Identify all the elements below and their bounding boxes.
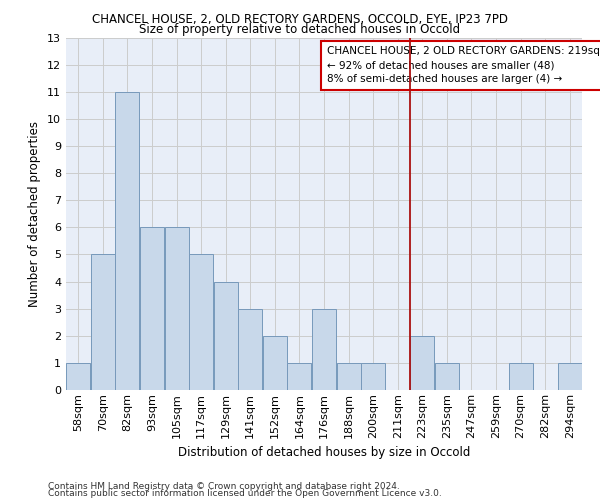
X-axis label: Distribution of detached houses by size in Occold: Distribution of detached houses by size … <box>178 446 470 459</box>
Bar <box>361 363 385 390</box>
Bar <box>189 254 213 390</box>
Bar <box>140 228 164 390</box>
Bar <box>66 363 91 390</box>
Text: Size of property relative to detached houses in Occold: Size of property relative to detached ho… <box>139 22 461 36</box>
Text: Contains HM Land Registry data © Crown copyright and database right 2024.: Contains HM Land Registry data © Crown c… <box>48 482 400 491</box>
Bar <box>91 254 115 390</box>
Bar <box>435 363 459 390</box>
Bar <box>337 363 361 390</box>
Bar <box>287 363 311 390</box>
Text: CHANCEL HOUSE, 2, OLD RECTORY GARDENS, OCCOLD, EYE, IP23 7PD: CHANCEL HOUSE, 2, OLD RECTORY GARDENS, O… <box>92 12 508 26</box>
Bar <box>263 336 287 390</box>
Bar <box>312 308 336 390</box>
Bar <box>214 282 238 390</box>
Bar <box>115 92 139 390</box>
Bar <box>238 308 262 390</box>
Text: CHANCEL HOUSE, 2 OLD RECTORY GARDENS: 219sqm
← 92% of detached houses are smalle: CHANCEL HOUSE, 2 OLD RECTORY GARDENS: 21… <box>326 46 600 84</box>
Text: Contains public sector information licensed under the Open Government Licence v3: Contains public sector information licen… <box>48 488 442 498</box>
Bar <box>557 363 582 390</box>
Bar <box>509 363 533 390</box>
Bar <box>410 336 434 390</box>
Y-axis label: Number of detached properties: Number of detached properties <box>28 120 41 306</box>
Bar <box>164 228 188 390</box>
